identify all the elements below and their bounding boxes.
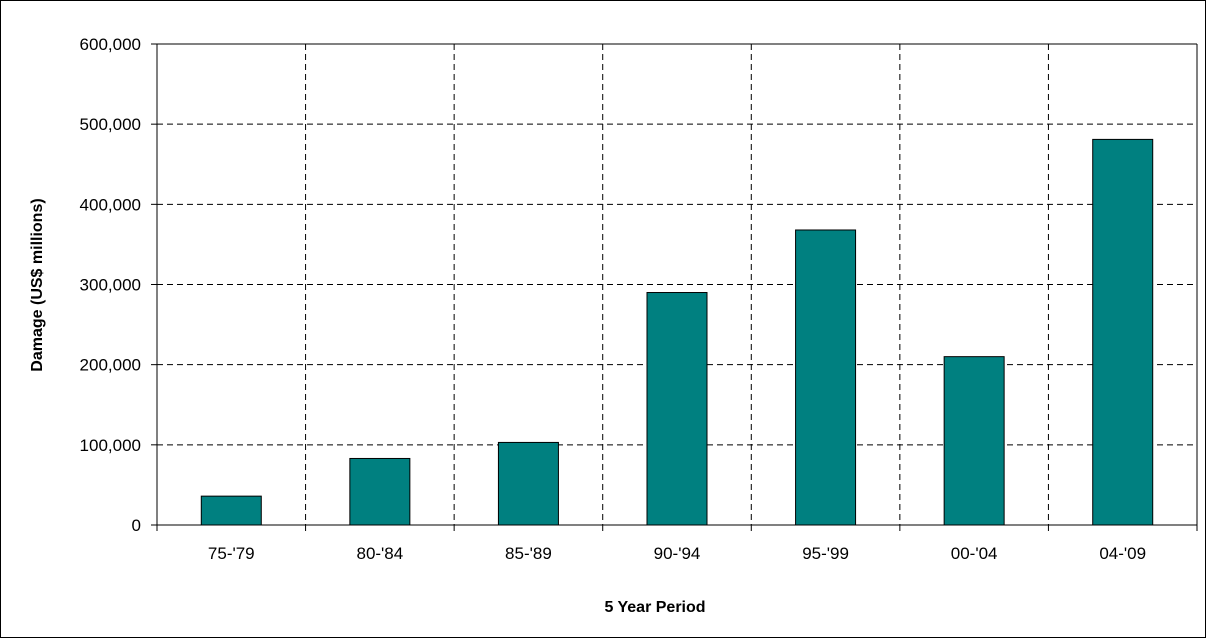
bar: [200, 495, 262, 526]
x-tick-label: 95-'99: [802, 544, 849, 563]
y-tick-label: 200,000: [80, 356, 141, 375]
y-tick-label: 100,000: [80, 436, 141, 455]
bar: [497, 441, 559, 526]
bar: [646, 292, 708, 526]
y-tick-label: 400,000: [80, 195, 141, 214]
y-axis-title: Damage (US$ millions): [29, 198, 46, 371]
bar: [349, 457, 411, 526]
x-tick-labels: 75-'79 80-'84 85-'89 90-'94 95-'99 00-'04 04-'…: [208, 544, 1146, 563]
y-tick-label: 500,000: [80, 115, 141, 134]
y-tick-label: 600,000: [80, 35, 141, 54]
bar: [943, 356, 1005, 526]
y-tick-labels: 0 100,000 200,000 300,000 400,000 500,000 600,…: [80, 35, 141, 535]
y-tick-label: 0: [132, 516, 141, 535]
x-tick-label: 00-'04: [951, 544, 998, 563]
x-tick-label: 85-'89: [505, 544, 552, 563]
x-tick-label: 80-'84: [356, 544, 403, 563]
bar: [795, 229, 857, 526]
axes: [151, 43, 1198, 531]
y-tick-label: 300,000: [80, 276, 141, 295]
x-tick-label: 90-'94: [654, 544, 701, 563]
x-tick-label: 75-'79: [208, 544, 255, 563]
x-axis-title: 5 Year Period: [604, 599, 705, 616]
x-tick-label: 04-'09: [1099, 544, 1146, 563]
bar: [1092, 138, 1154, 526]
